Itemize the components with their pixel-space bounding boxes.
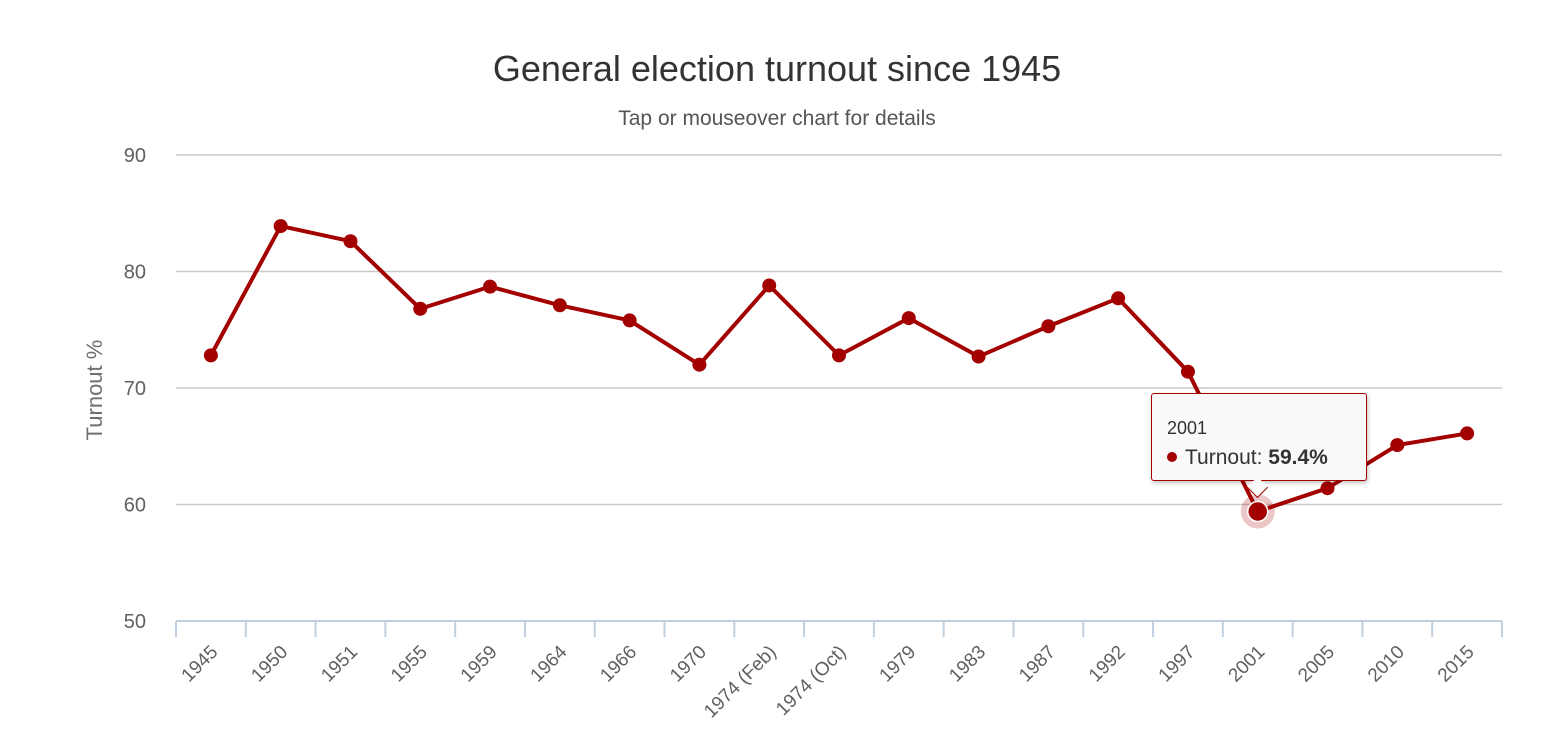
x-tick-label: 1970 [666,642,711,687]
y-tick-label: 90 [124,145,146,167]
chart-subtitle: Tap or mouseover chart for details [618,107,936,130]
data-point[interactable] [413,301,428,316]
x-tick-label: 1992 [1085,642,1130,687]
tooltip-value: 59.4% [1268,446,1328,469]
y-axis-title: Turnout % [82,340,107,441]
y-tick-label: 60 [124,495,146,517]
data-point[interactable] [762,278,777,293]
data-point[interactable] [971,349,986,364]
tooltip-series-label: Turnout: [1185,446,1263,469]
x-tick-label: 1955 [387,642,432,687]
x-tick-label: 2005 [1294,642,1339,687]
x-tick-label: 2010 [1364,642,1409,687]
data-point[interactable] [901,311,916,326]
x-tick-label: 1950 [247,642,292,687]
y-tick-label: 80 [124,262,146,284]
tooltip: 2001 Turnout: 59.4% [1151,393,1367,499]
x-tick-label: 2001 [1225,642,1270,687]
x-tick-label: 1983 [945,642,990,687]
x-tick-label: 1974 (Feb) [700,642,781,723]
data-point[interactable] [203,348,218,363]
y-axis-tick-labels: 50 60 70 80 90 [124,145,146,633]
series-marker-icon [1167,452,1177,462]
x-tick-label: 1966 [596,642,641,687]
chart-title: General election turnout since 1945 [492,48,1062,89]
data-point[interactable] [1460,426,1475,441]
x-tick-label: 1959 [457,642,502,687]
data-point-highlighted[interactable] [1246,500,1269,523]
x-tick-label: 1987 [1015,642,1060,687]
data-point[interactable] [273,219,288,234]
data-point[interactable] [832,348,846,363]
x-tick-label: 1945 [178,642,223,687]
data-points[interactable] [203,219,1475,529]
x-tick-label: 1951 [317,642,362,687]
x-tick-label: 1964 [527,641,572,686]
data-point[interactable] [1180,364,1195,379]
x-tick-label: 1979 [876,642,921,687]
y-tick-label: 70 [124,378,146,400]
x-tick-label: 1997 [1155,642,1200,687]
data-point[interactable] [1111,291,1126,306]
data-point[interactable] [1320,481,1335,496]
x-tick-label: 1974 (Oct) [772,642,850,720]
data-point[interactable] [1041,319,1056,334]
data-point[interactable] [552,298,567,313]
tooltip-row: Turnout: 59.4% [1167,446,1328,470]
data-point[interactable] [1390,438,1405,453]
x-tick-label: 2015 [1434,642,1479,687]
data-point[interactable] [483,279,498,294]
tooltip-category: 2001 [1167,418,1208,438]
data-point[interactable] [692,357,707,372]
y-tick-label: 50 [124,611,146,633]
data-point[interactable] [343,234,358,249]
data-point[interactable] [622,313,637,328]
